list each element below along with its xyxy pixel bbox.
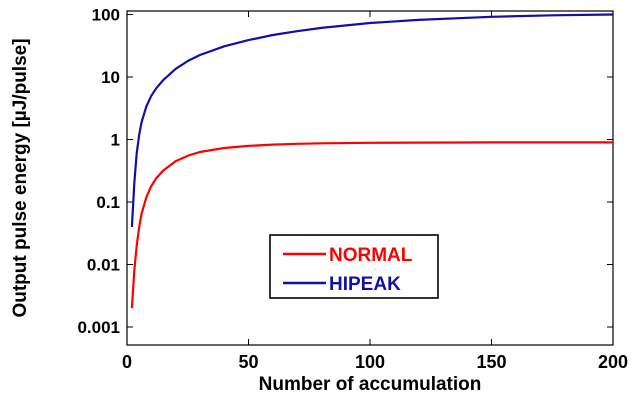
x-axis-label: Number of accumulation [259, 374, 482, 395]
x-tick-label: 150 [476, 352, 506, 372]
y-tick-label: 0.001 [77, 318, 120, 337]
series-line-hipeak [130, 13, 614, 227]
x-tick-label: 200 [598, 352, 628, 372]
y-tick-label: 0.1 [96, 193, 120, 212]
series-line-normal [130, 141, 613, 309]
legend-label-normal: NORMAL [329, 245, 413, 266]
y-tick-labels: 0.001 0.01 0.1 1 10 100 [77, 6, 120, 338]
x-tick-label: 50 [238, 352, 258, 372]
legend: NORMAL HIPEAK [269, 234, 439, 299]
y-tick-label: 0.01 [87, 256, 120, 275]
y-tick-label: 100 [92, 6, 120, 25]
x-tick-labels: 0 50 100 150 200 [122, 352, 628, 372]
series-lines [130, 13, 614, 309]
y-axis-label: Output pulse energy [µJ/pulse] [10, 38, 31, 317]
x-tick-label: 0 [122, 352, 132, 372]
y-tick-label: 10 [101, 68, 120, 87]
legend-box [269, 234, 439, 299]
legend-label-hipeak: HIPEAK [329, 274, 401, 295]
x-tick-label: 100 [355, 352, 385, 372]
y-tick-label: 1 [111, 131, 120, 150]
